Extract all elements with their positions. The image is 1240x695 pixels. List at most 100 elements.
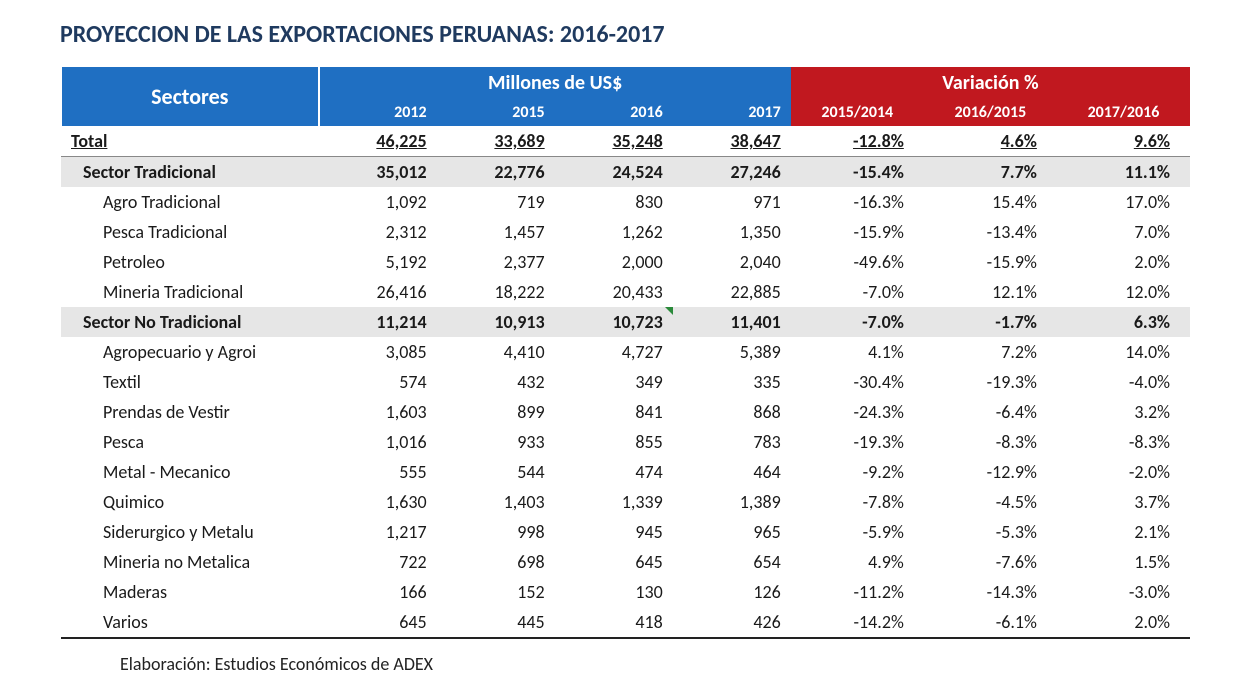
value-cell: 11,214 <box>319 307 437 337</box>
value-cell: 1,339 <box>555 487 673 517</box>
table-row: Total46,22533,68935,24838,647-12.8%4.6%9… <box>61 126 1190 157</box>
percent-cell: -6.1% <box>924 607 1057 638</box>
value-cell: 35,248 <box>555 126 673 157</box>
value-cell: 335 <box>673 367 791 397</box>
value-cell: 1,350 <box>673 217 791 247</box>
header-year: 2012 <box>319 99 437 126</box>
value-cell: 1,262 <box>555 217 673 247</box>
table-row: Quimico1,6301,4031,3391,389-7.8%-4.5%3.7… <box>61 487 1190 517</box>
value-cell: 722 <box>319 547 437 577</box>
value-cell: 945 <box>555 517 673 547</box>
value-cell: 933 <box>437 427 555 457</box>
value-cell: 2,312 <box>319 217 437 247</box>
value-cell: 965 <box>673 517 791 547</box>
percent-cell: 6.3% <box>1057 307 1190 337</box>
row-label: Mineria Tradicional <box>61 277 319 307</box>
row-label: Prendas de Vestir <box>61 397 319 427</box>
row-label: Petroleo <box>61 247 319 277</box>
value-cell: 1,016 <box>319 427 437 457</box>
row-label: Mineria no Metalica <box>61 547 319 577</box>
value-cell: 2,000 <box>555 247 673 277</box>
row-label: Siderurgico y Metalu <box>61 517 319 547</box>
table-row: Varios645445418426-14.2%-6.1%2.0% <box>61 607 1190 638</box>
percent-cell: 15.4% <box>924 187 1057 217</box>
percent-cell: -15.9% <box>791 217 924 247</box>
row-label: Varios <box>61 607 319 638</box>
percent-cell: -7.6% <box>924 547 1057 577</box>
table-row: Agropecuario y Agroi3,0854,4104,7275,389… <box>61 337 1190 367</box>
percent-cell: -6.4% <box>924 397 1057 427</box>
value-cell: 445 <box>437 607 555 638</box>
percent-cell: -7.0% <box>791 307 924 337</box>
header-var: 2016/2015 <box>924 99 1057 126</box>
percent-cell: -12.8% <box>791 126 924 157</box>
value-cell: 10,723 <box>555 307 673 337</box>
row-label: Maderas <box>61 577 319 607</box>
percent-cell: -16.3% <box>791 187 924 217</box>
value-cell: 698 <box>437 547 555 577</box>
percent-cell: 9.6% <box>1057 126 1190 157</box>
percent-cell: 17.0% <box>1057 187 1190 217</box>
percent-cell: 12.1% <box>924 277 1057 307</box>
table-row: Prendas de Vestir1,603899841868-24.3%-6.… <box>61 397 1190 427</box>
table-row: Maderas166152130126-11.2%-14.3%-3.0% <box>61 577 1190 607</box>
exports-table: Sectores Millones de US$ Variación % 201… <box>60 67 1190 639</box>
table-row: Pesca Tradicional2,3121,4571,2621,350-15… <box>61 217 1190 247</box>
percent-cell: -11.2% <box>791 577 924 607</box>
row-label: Agro Tradicional <box>61 187 319 217</box>
percent-cell: 11.1% <box>1057 157 1190 188</box>
row-label: Total <box>61 126 319 157</box>
percent-cell: -9.2% <box>791 457 924 487</box>
value-cell: 18,222 <box>437 277 555 307</box>
percent-cell: 14.0% <box>1057 337 1190 367</box>
value-cell: 645 <box>555 547 673 577</box>
table-row: Petroleo5,1922,3772,0002,040-49.6%-15.9%… <box>61 247 1190 277</box>
percent-cell: -12.9% <box>924 457 1057 487</box>
percent-cell: 7.0% <box>1057 217 1190 247</box>
percent-cell: 3.2% <box>1057 397 1190 427</box>
row-label: Pesca Tradicional <box>61 217 319 247</box>
percent-cell: -30.4% <box>791 367 924 397</box>
percent-cell: 4.6% <box>924 126 1057 157</box>
value-cell: 783 <box>673 427 791 457</box>
value-cell: 20,433 <box>555 277 673 307</box>
value-cell: 130 <box>555 577 673 607</box>
value-cell: 126 <box>673 577 791 607</box>
table-row: Textil574432349335-30.4%-19.3%-4.0% <box>61 367 1190 397</box>
percent-cell: -5.9% <box>791 517 924 547</box>
value-cell: 26,416 <box>319 277 437 307</box>
value-cell: 719 <box>437 187 555 217</box>
percent-cell: -4.0% <box>1057 367 1190 397</box>
percent-cell: 2.0% <box>1057 247 1190 277</box>
page-title: PROYECCION DE LAS EXPORTACIONES PERUANAS… <box>60 20 1210 49</box>
value-cell: 3,085 <box>319 337 437 367</box>
percent-cell: -15.4% <box>791 157 924 188</box>
percent-cell: -13.4% <box>924 217 1057 247</box>
row-label: Sector No Tradicional <box>61 307 319 337</box>
value-cell: 1,603 <box>319 397 437 427</box>
row-label: Quimico <box>61 487 319 517</box>
value-cell: 33,689 <box>437 126 555 157</box>
percent-cell: 4.9% <box>791 547 924 577</box>
value-cell: 4,410 <box>437 337 555 367</box>
header-year: 2015 <box>437 99 555 126</box>
table-row: Sector No Tradicional11,21410,91310,7231… <box>61 307 1190 337</box>
header-sectores: Sectores <box>61 67 319 126</box>
percent-cell: -49.6% <box>791 247 924 277</box>
value-cell: 855 <box>555 427 673 457</box>
value-cell: 971 <box>673 187 791 217</box>
percent-cell: -14.2% <box>791 607 924 638</box>
value-cell: 5,389 <box>673 337 791 367</box>
table-row: Sector Tradicional35,01222,77624,52427,2… <box>61 157 1190 188</box>
percent-cell: 7.2% <box>924 337 1057 367</box>
value-cell: 1,403 <box>437 487 555 517</box>
percent-cell: -2.0% <box>1057 457 1190 487</box>
value-cell: 22,885 <box>673 277 791 307</box>
percent-cell: 2.1% <box>1057 517 1190 547</box>
value-cell: 432 <box>437 367 555 397</box>
value-cell: 35,012 <box>319 157 437 188</box>
table-row: Pesca1,016933855783-19.3%-8.3%-8.3% <box>61 427 1190 457</box>
value-cell: 841 <box>555 397 673 427</box>
percent-cell: -7.8% <box>791 487 924 517</box>
percent-cell: 12.0% <box>1057 277 1190 307</box>
